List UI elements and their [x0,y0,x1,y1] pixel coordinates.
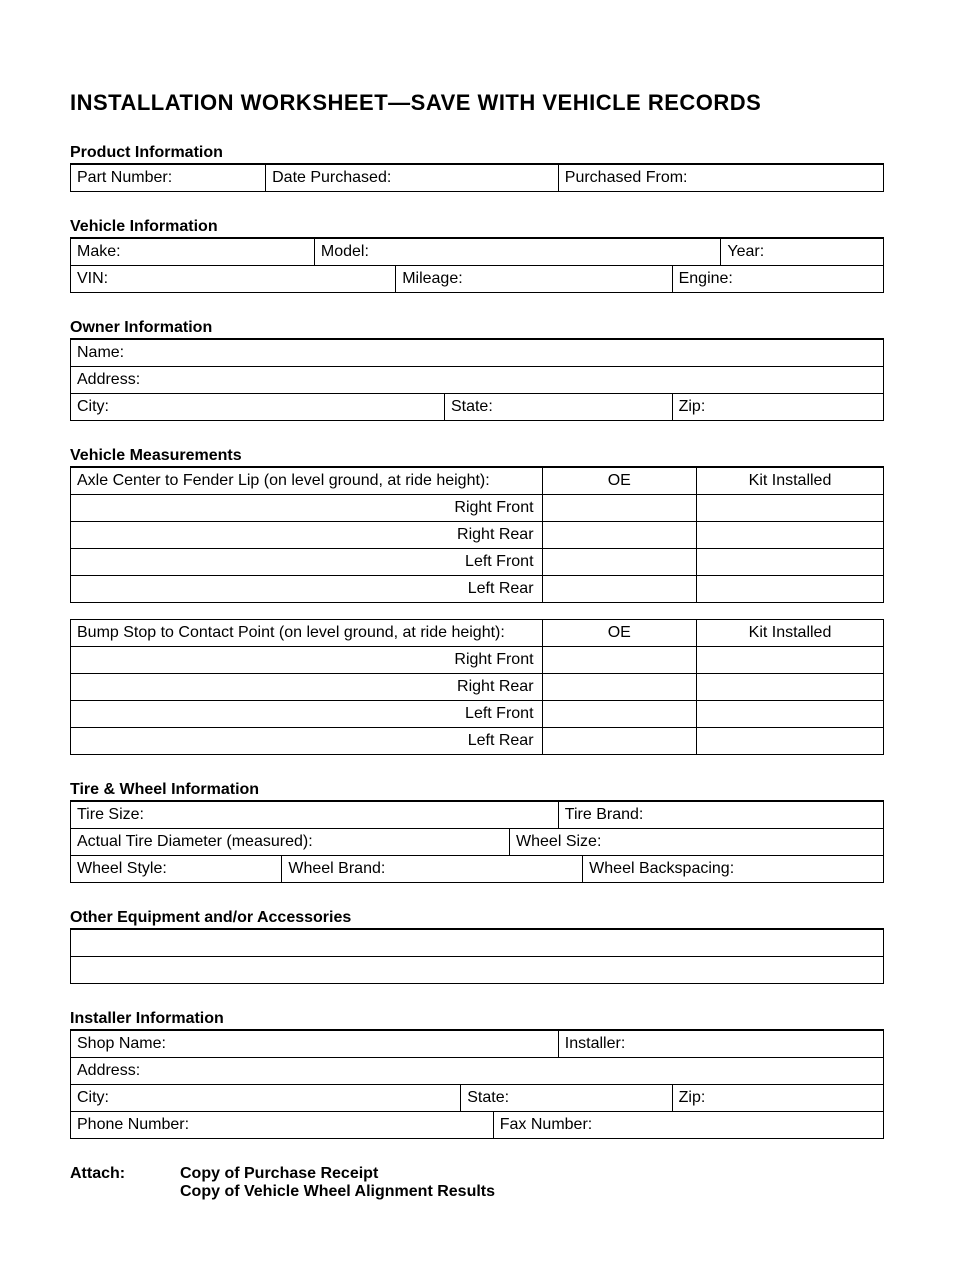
bump-lf-oe[interactable] [542,701,696,728]
wheel-size-label: Wheel Size: [510,829,884,856]
section-title-tire: Tire & Wheel Information [70,781,884,802]
installer-table-2: City: State: Zip: [70,1084,884,1112]
wheel-brand-label: Wheel Brand: [282,856,583,883]
owner-city-label: City: [71,394,445,421]
year-label: Year: [721,239,884,266]
tire-diameter-label: Actual Tire Diameter (measured): [71,829,510,856]
other-row-2[interactable] [71,957,884,984]
purchased-from-label: Purchased From: [558,165,883,192]
make-label: Make: [71,239,315,266]
bump-lr-oe[interactable] [542,728,696,755]
owner-table: Name: Address: City: State: Zip: [70,340,884,421]
tire-brand-label: Tire Brand: [558,802,883,829]
bump-lf-label: Left Front [71,701,543,728]
axle-header: Axle Center to Fender Lip (on level grou… [71,468,543,495]
vehicle-table-2: VIN: Mileage: Engine: [70,265,884,293]
axle-lf-kit[interactable] [697,549,884,576]
page: INSTALLATION WORKSHEET—SAVE WITH VEHICLE… [0,0,954,1261]
installer-address-label: Address: [71,1058,884,1085]
attach-label: Attach: [70,1165,180,1201]
bump-table: Bump Stop to Contact Point (on level gro… [70,619,884,755]
axle-rf-label: Right Front [71,495,543,522]
oe-col: OE [542,468,696,495]
mileage-label: Mileage: [396,266,672,293]
bump-rr-kit[interactable] [697,674,884,701]
axle-rr-kit[interactable] [697,522,884,549]
attach-block: Attach: Copy of Purchase Receipt Copy of… [70,1165,884,1201]
model-label: Model: [314,239,720,266]
tire-table-1: Tire Size: Tire Brand: [70,802,884,829]
bump-lr-label: Left Rear [71,728,543,755]
attach-item-2: Copy of Vehicle Wheel Alignment Results [180,1183,495,1201]
tire-table-3: Wheel Style: Wheel Brand: Wheel Backspac… [70,855,884,883]
owner-state-label: State: [444,394,672,421]
section-title-installer: Installer Information [70,1010,884,1031]
axle-lr-oe[interactable] [542,576,696,603]
oe-col-2: OE [542,620,696,647]
bump-rf-oe[interactable] [542,647,696,674]
wheel-backspacing-label: Wheel Backspacing: [583,856,884,883]
kit-col-2: Kit Installed [697,620,884,647]
engine-label: Engine: [672,266,883,293]
axle-rf-kit[interactable] [697,495,884,522]
page-title: INSTALLATION WORKSHEET—SAVE WITH VEHICLE… [70,90,884,116]
axle-lr-kit[interactable] [697,576,884,603]
tire-size-label: Tire Size: [71,802,559,829]
attach-item-1: Copy of Purchase Receipt [180,1165,495,1183]
installer-zip-label: Zip: [672,1085,883,1112]
bump-rr-label: Right Rear [71,674,543,701]
installer-label: Installer: [558,1031,883,1058]
axle-rf-oe[interactable] [542,495,696,522]
product-table: Part Number: Date Purchased: Purchased F… [70,165,884,192]
fax-label: Fax Number: [493,1112,883,1139]
bump-header: Bump Stop to Contact Point (on level gro… [71,620,543,647]
bump-rr-oe[interactable] [542,674,696,701]
section-title-other: Other Equipment and/or Accessories [70,909,884,930]
section-title-measurements: Vehicle Measurements [70,447,884,468]
phone-label: Phone Number: [71,1112,494,1139]
axle-rr-label: Right Rear [71,522,543,549]
bump-lr-kit[interactable] [697,728,884,755]
date-purchased-label: Date Purchased: [266,165,559,192]
vin-label: VIN: [71,266,396,293]
axle-lf-oe[interactable] [542,549,696,576]
installer-table-3: Phone Number: Fax Number: [70,1111,884,1139]
bump-rf-kit[interactable] [697,647,884,674]
installer-state-label: State: [461,1085,672,1112]
vehicle-table: Make: Model: Year: [70,239,884,266]
section-title-vehicle: Vehicle Information [70,218,884,239]
bump-rf-label: Right Front [71,647,543,674]
axle-lf-label: Left Front [71,549,543,576]
shop-name-label: Shop Name: [71,1031,559,1058]
section-title-owner: Owner Information [70,319,884,340]
other-row-1[interactable] [71,930,884,957]
owner-name-label: Name: [71,340,884,367]
axle-table: Axle Center to Fender Lip (on level grou… [70,468,884,603]
wheel-style-label: Wheel Style: [71,856,282,883]
tire-table-2: Actual Tire Diameter (measured): Wheel S… [70,828,884,856]
axle-rr-oe[interactable] [542,522,696,549]
kit-col: Kit Installed [697,468,884,495]
installer-city-label: City: [71,1085,461,1112]
axle-lr-label: Left Rear [71,576,543,603]
bump-lf-kit[interactable] [697,701,884,728]
other-table [70,930,884,984]
installer-table-1: Shop Name: Installer: Address: [70,1031,884,1085]
section-title-product: Product Information [70,144,884,165]
owner-zip-label: Zip: [672,394,883,421]
part-number-label: Part Number: [71,165,266,192]
owner-address-label: Address: [71,367,884,394]
